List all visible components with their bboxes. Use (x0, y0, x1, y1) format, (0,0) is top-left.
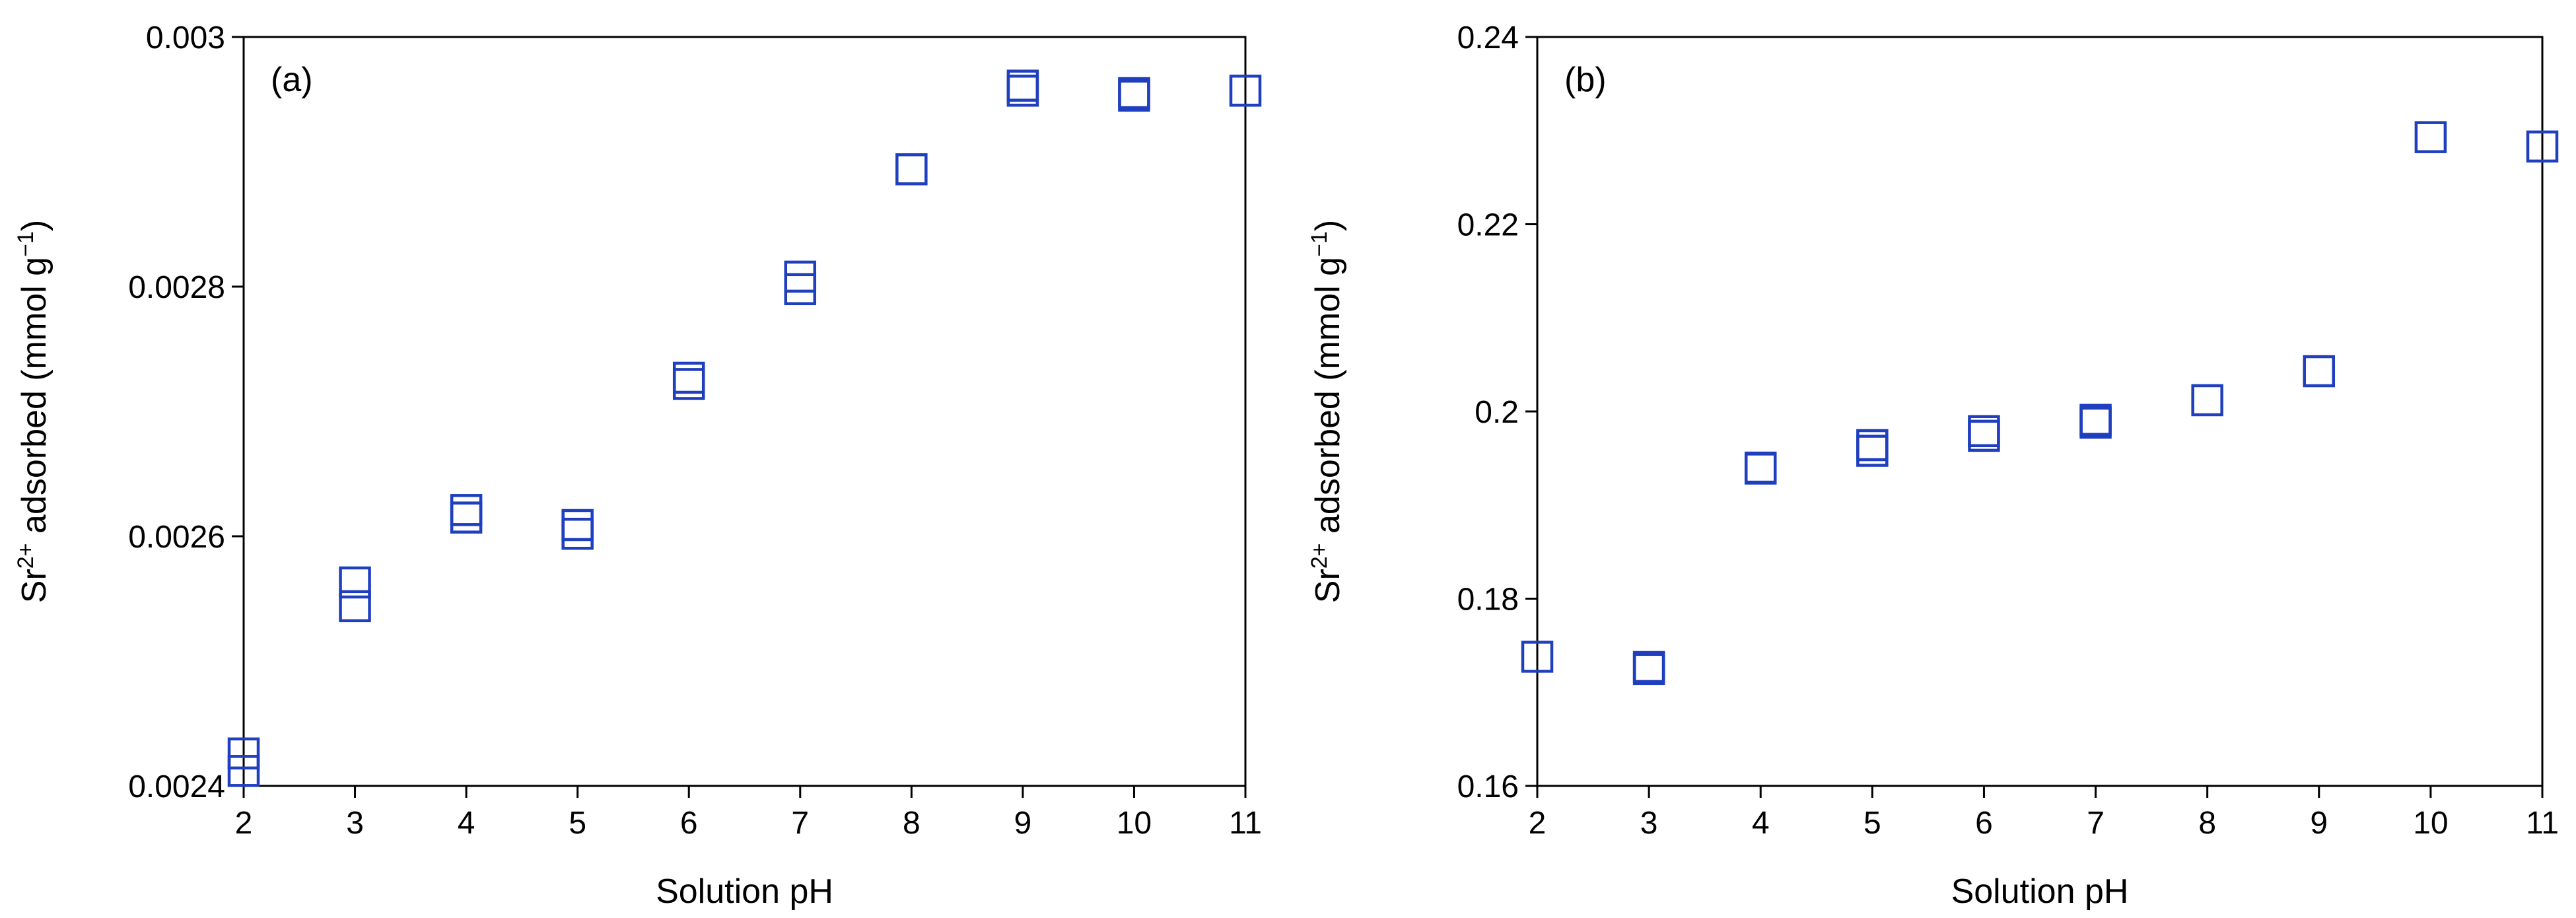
y-axis-title-part: Sr (1309, 569, 1347, 603)
x-tick-label: 10 (1117, 806, 1152, 841)
x-tick-label: 8 (903, 806, 921, 841)
data-point (1632, 651, 1665, 684)
x-tick-label: 11 (1229, 806, 1262, 841)
x-tick-label: 10 (2413, 806, 2448, 841)
data-point (2079, 404, 2112, 437)
data-point (1521, 641, 1554, 673)
plot-frame (1536, 36, 2544, 787)
y-axis-title-part: ) (1309, 220, 1347, 231)
x-tick-label: 5 (569, 806, 586, 841)
data-point (1968, 419, 2000, 452)
y-tick-label: 0.0028 (128, 270, 225, 305)
plot-frame (242, 36, 1247, 787)
y-axis-title-superscript: 2+ (1307, 543, 1332, 569)
data-point (672, 368, 705, 400)
data-point (450, 494, 483, 526)
data-point (2191, 384, 2223, 417)
x-tick-label: 2 (1529, 806, 1547, 841)
y-tick-label: 0.24 (1457, 20, 1519, 55)
x-tick-label: 11 (2526, 806, 2559, 841)
panel-a: 2 3 4 5 6 7 8 9 10 11 0.0024 0.0026 0.0028 0.003 Solut… (13, 20, 1262, 911)
x-tick-label: 8 (2198, 806, 2216, 841)
y-axis-title-superscript: 2+ (13, 543, 38, 569)
data-point (2526, 130, 2559, 163)
x-tick-label: 7 (791, 806, 809, 841)
data-point (561, 517, 594, 550)
data-point (450, 501, 483, 534)
y-tick-label: 0.003 (146, 20, 225, 55)
data-point (784, 273, 817, 306)
data-point (339, 566, 371, 599)
x-tick-label: 3 (1640, 806, 1658, 841)
x-tick-label: 7 (2087, 806, 2105, 841)
panel-label: (a) (271, 61, 313, 99)
x-tick-label: 2 (235, 806, 253, 841)
y-axis-title-part: ) (15, 220, 53, 231)
y-tick-label: 0.0024 (128, 769, 225, 804)
data-point (784, 260, 817, 293)
data-point (1744, 452, 1777, 485)
data-point (227, 737, 260, 770)
x-tick-label: 9 (2310, 806, 2328, 841)
y-tick-label: 0.18 (1457, 583, 1519, 618)
y-tick-label: 0.16 (1457, 769, 1519, 804)
y-axis-title-superscript: −1 (13, 231, 38, 257)
x-tick-label: 4 (458, 806, 475, 841)
y-axis-title-superscript: −1 (1307, 231, 1332, 257)
x-tick-label: 3 (346, 806, 364, 841)
y-axis-title: Sr2+ adsorbed (mmol g−1) (1307, 220, 1347, 603)
data-point (561, 509, 594, 542)
x-tick-label: 6 (1975, 806, 1993, 841)
data-point (2303, 355, 2336, 388)
data-point (1006, 75, 1039, 107)
data-point (1118, 79, 1150, 112)
x-tick-label: 9 (1014, 806, 1032, 841)
data-point (1118, 77, 1150, 110)
y-axis-title-part: Sr (15, 569, 53, 603)
y-axis-title-part: adsorbed (mmol g (1309, 257, 1347, 544)
x-tick-label: 4 (1752, 806, 1770, 841)
data-point (1856, 435, 1889, 467)
y-tick-label: 0.2 (1475, 395, 1519, 430)
data-point (339, 590, 371, 623)
data-point (2079, 406, 2112, 439)
y-tick-label: 0.22 (1457, 208, 1519, 243)
panel-label: (b) (1564, 61, 1607, 99)
data-point (895, 153, 928, 186)
y-tick-label: 0.0026 (128, 520, 225, 555)
y-axis-title: Sr2+ adsorbed (mmol g−1) (13, 220, 53, 603)
x-tick-label: 6 (680, 806, 698, 841)
data-point (1744, 451, 1777, 484)
data-point (672, 361, 705, 394)
panel-b: 2 3 4 5 6 7 8 9 10 11 0.16 0.18 0.2 0.22 0.24 Solution … (1307, 20, 2559, 911)
x-axis-title: Solution pH (1951, 872, 2129, 911)
data-point (227, 755, 260, 787)
x-axis-title: Solution pH (656, 872, 833, 911)
data-point (1632, 653, 1665, 686)
data-point (1229, 75, 1262, 107)
x-tick-label: 5 (1863, 806, 1881, 841)
data-point (2414, 121, 2447, 153)
y-axis-title-part: adsorbed (mmol g (15, 257, 53, 544)
